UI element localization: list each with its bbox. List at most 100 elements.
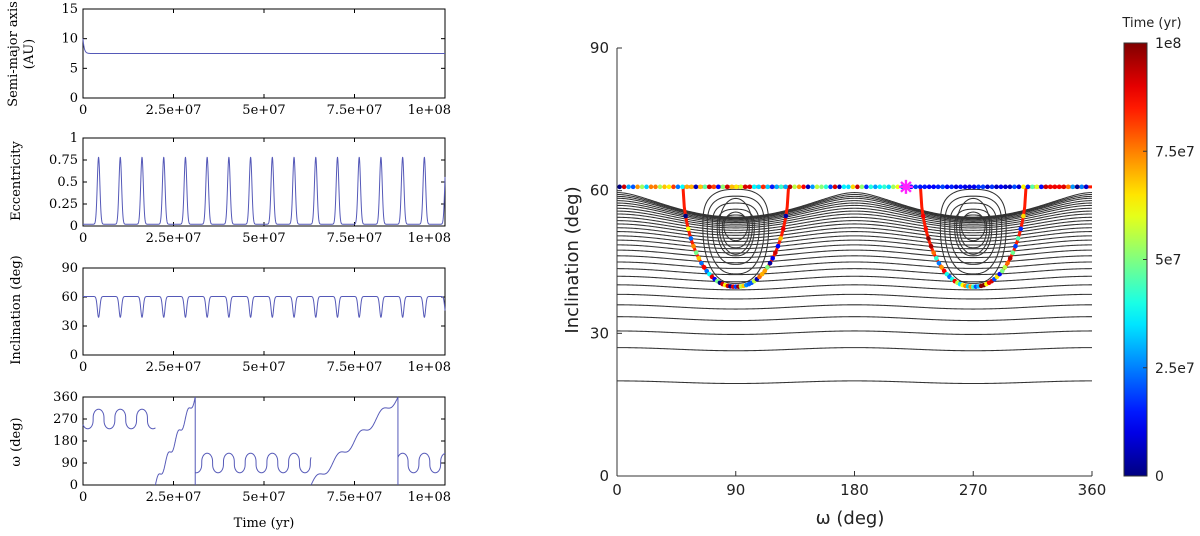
contour-line bbox=[617, 268, 1092, 276]
trajectory-point bbox=[873, 184, 878, 190]
colorbar-tick-label: 2.5e7 bbox=[1155, 361, 1195, 377]
trajectory-point bbox=[774, 184, 779, 190]
trajectory-point bbox=[801, 184, 806, 190]
trajectory-point bbox=[934, 255, 939, 261]
y-axis-label: Inclination (deg) bbox=[9, 255, 24, 364]
trajectory-point bbox=[850, 184, 856, 190]
trajectory-point bbox=[773, 250, 778, 256]
trajectory-point bbox=[1016, 184, 1022, 190]
trajectory-point bbox=[666, 184, 672, 190]
colorbar-title: Time (yr) bbox=[1121, 16, 1181, 31]
trajectory-point bbox=[1025, 184, 1031, 190]
y-tick-label: 1 bbox=[70, 131, 78, 146]
trajectory-point bbox=[1002, 265, 1008, 270]
y-tick-label: 60 bbox=[590, 182, 609, 200]
x-tick-label: 270 bbox=[959, 481, 988, 499]
trajectory-point bbox=[814, 184, 820, 190]
trajectory-point bbox=[994, 184, 999, 190]
trajectory-point bbox=[783, 184, 788, 190]
x-tick-label: 7.5e+07 bbox=[327, 231, 383, 246]
trajectory-point bbox=[767, 260, 773, 266]
trajectory-point bbox=[935, 184, 941, 190]
trajectory-point bbox=[953, 184, 959, 190]
contour-line bbox=[616, 204, 1093, 224]
trajectory-point bbox=[886, 184, 892, 190]
colorbar-tick-label: 0 bbox=[1155, 469, 1164, 485]
trajectory-point bbox=[639, 184, 645, 190]
x-tick-label: 0 bbox=[79, 231, 87, 246]
trajectory-point bbox=[691, 243, 696, 249]
trajectory-point bbox=[780, 226, 786, 232]
start-marker bbox=[898, 179, 913, 194]
trajectory-point bbox=[684, 184, 690, 190]
plot-area: 0 90 180 270 360 0 2.5e+07 5e+07 7.5e+07 1e+08 bbox=[53, 390, 451, 505]
x-tick-label: 90 bbox=[726, 481, 745, 499]
trajectory-point bbox=[747, 184, 753, 190]
trajectory-point bbox=[704, 268, 710, 274]
x-tick-label: 5e+07 bbox=[242, 490, 285, 505]
trajectory-point bbox=[917, 184, 923, 190]
contour-line bbox=[617, 293, 1092, 300]
colorbar: Time (yr) 0 2.5e7 5e7 7.5e7 1e8 bbox=[1121, 16, 1194, 485]
trajectory-point bbox=[702, 184, 708, 190]
trajectory-point bbox=[1070, 184, 1076, 190]
x-tick-label: 5e+07 bbox=[242, 360, 285, 375]
trajectory-point bbox=[941, 268, 947, 274]
trajectory-point bbox=[671, 184, 676, 190]
colorbar-tick-label: 5e7 bbox=[1155, 253, 1181, 269]
trajectory-point bbox=[1013, 243, 1018, 249]
y-tick-label: 15 bbox=[61, 2, 78, 17]
axes-frame bbox=[82, 137, 446, 227]
y-tick-label: 0 bbox=[70, 91, 78, 106]
trajectory-point bbox=[738, 184, 744, 190]
trajectory-point bbox=[770, 255, 775, 261]
trajectory-point bbox=[1065, 184, 1071, 190]
libration-contour bbox=[718, 197, 753, 255]
contour-line bbox=[617, 347, 1092, 352]
trajectory-point bbox=[698, 184, 703, 190]
trajectory-point bbox=[617, 184, 622, 190]
trajectory-point bbox=[693, 250, 699, 256]
trajectory-point bbox=[980, 184, 986, 190]
y-tick-label: 0 bbox=[70, 219, 78, 234]
trajectory-point bbox=[931, 250, 936, 256]
plot-area: 0 0.25 0.5 0.75 1 0 2.5e+07 5e+07 7.5e+07 1e+08 bbox=[49, 131, 451, 246]
trajectory-point bbox=[792, 184, 797, 190]
trajectory-point bbox=[877, 184, 883, 190]
trajectory-point bbox=[949, 184, 954, 190]
libration-contour bbox=[716, 208, 755, 257]
trajectory-point bbox=[711, 184, 717, 190]
x-tick-label: 7.5e+07 bbox=[327, 103, 383, 118]
trajectory-point bbox=[760, 184, 766, 190]
panel-inclination: 0 30 60 90 0 2.5e+07 5e+07 7.5e+07 1e+08 Inclina… bbox=[9, 255, 451, 375]
y-axis-label-line-2: (AU) bbox=[22, 39, 37, 70]
y-tick-label: 30 bbox=[61, 319, 78, 334]
y-tick-label: 0 bbox=[599, 467, 609, 485]
trajectory-point bbox=[1061, 184, 1067, 190]
x-tick-label: 2.5e+07 bbox=[146, 490, 202, 505]
trajectory-point bbox=[769, 184, 775, 190]
trajectory-point bbox=[1018, 226, 1024, 232]
trajectory-point bbox=[685, 226, 691, 232]
y-axis-label: Semi-major axis (AU) bbox=[6, 1, 37, 107]
contour-line bbox=[617, 255, 1092, 264]
contour-line bbox=[617, 284, 1092, 291]
y-tick-label: 270 bbox=[53, 412, 78, 427]
contour-line bbox=[616, 197, 1093, 220]
trajectory-point bbox=[922, 184, 927, 190]
trajectory-point bbox=[976, 184, 981, 190]
trajectory-point bbox=[936, 260, 942, 266]
trajectory-point bbox=[675, 184, 681, 190]
libration-contour bbox=[706, 195, 765, 275]
trajectory-point bbox=[913, 184, 919, 190]
contour-line bbox=[617, 275, 1092, 283]
trajectory-point bbox=[895, 184, 901, 190]
y-tick-label: 360 bbox=[53, 390, 78, 405]
contour-line bbox=[617, 216, 1092, 231]
trajectory-point bbox=[707, 184, 712, 190]
contour-line bbox=[617, 220, 1092, 234]
trajectory-point bbox=[1005, 260, 1010, 266]
libration-contour bbox=[702, 188, 770, 284]
trajectory-point bbox=[1034, 184, 1040, 190]
x-tick-label: 1e+08 bbox=[408, 360, 451, 375]
